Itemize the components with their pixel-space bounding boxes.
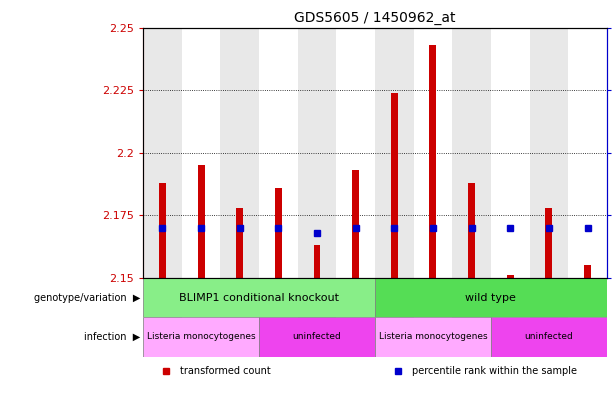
Bar bbox=[197, 165, 205, 278]
Bar bbox=[259, 278, 298, 317]
Bar bbox=[337, 278, 375, 317]
Bar bbox=[375, 278, 414, 317]
Bar bbox=[391, 93, 398, 278]
Bar bbox=[530, 28, 568, 278]
Bar bbox=[275, 188, 282, 278]
Bar bbox=[298, 278, 337, 317]
Bar bbox=[468, 183, 475, 278]
Bar bbox=[452, 317, 491, 356]
Bar bbox=[313, 245, 321, 278]
Bar bbox=[143, 317, 181, 356]
Bar bbox=[236, 208, 243, 278]
Text: infection  ▶: infection ▶ bbox=[84, 332, 140, 342]
Text: wild type: wild type bbox=[465, 292, 516, 303]
Bar bbox=[375, 317, 491, 356]
Text: percentile rank within the sample: percentile rank within the sample bbox=[412, 366, 577, 376]
Bar bbox=[143, 28, 181, 278]
Title: GDS5605 / 1450962_at: GDS5605 / 1450962_at bbox=[294, 11, 455, 25]
Bar bbox=[298, 28, 337, 278]
Bar bbox=[375, 317, 414, 356]
Bar bbox=[452, 28, 491, 278]
Bar bbox=[414, 28, 452, 278]
Bar bbox=[546, 208, 552, 278]
Bar bbox=[259, 317, 375, 356]
Bar bbox=[414, 278, 452, 317]
Bar bbox=[491, 317, 530, 356]
Bar bbox=[221, 317, 259, 356]
Bar bbox=[298, 317, 337, 356]
Bar bbox=[337, 317, 375, 356]
Text: uninfected: uninfected bbox=[292, 332, 341, 342]
Bar bbox=[491, 28, 530, 278]
Bar bbox=[221, 278, 259, 317]
Bar bbox=[414, 317, 452, 356]
Bar bbox=[337, 28, 375, 278]
Bar bbox=[143, 317, 259, 356]
Bar bbox=[430, 45, 436, 278]
Bar bbox=[259, 317, 298, 356]
Bar bbox=[491, 317, 607, 356]
Bar bbox=[181, 28, 221, 278]
Bar bbox=[143, 278, 181, 317]
Text: genotype/variation  ▶: genotype/variation ▶ bbox=[34, 292, 140, 303]
Bar bbox=[143, 278, 375, 317]
Bar bbox=[584, 265, 591, 278]
Text: BLIMP1 conditional knockout: BLIMP1 conditional knockout bbox=[179, 292, 339, 303]
Text: Listeria monocytogenes: Listeria monocytogenes bbox=[379, 332, 487, 342]
Bar bbox=[568, 278, 607, 317]
Bar bbox=[181, 317, 221, 356]
Bar bbox=[375, 28, 414, 278]
Bar bbox=[507, 275, 514, 278]
Bar bbox=[352, 170, 359, 278]
Bar bbox=[530, 317, 568, 356]
Bar bbox=[159, 183, 166, 278]
Text: Listeria monocytogenes: Listeria monocytogenes bbox=[147, 332, 256, 342]
Bar bbox=[221, 28, 259, 278]
Bar bbox=[259, 28, 298, 278]
Text: uninfected: uninfected bbox=[525, 332, 573, 342]
Bar bbox=[181, 278, 221, 317]
Bar bbox=[530, 278, 568, 317]
Bar bbox=[452, 278, 491, 317]
Bar bbox=[375, 278, 607, 317]
Bar bbox=[568, 28, 607, 278]
Bar bbox=[568, 317, 607, 356]
Text: transformed count: transformed count bbox=[180, 366, 271, 376]
Bar bbox=[491, 278, 530, 317]
